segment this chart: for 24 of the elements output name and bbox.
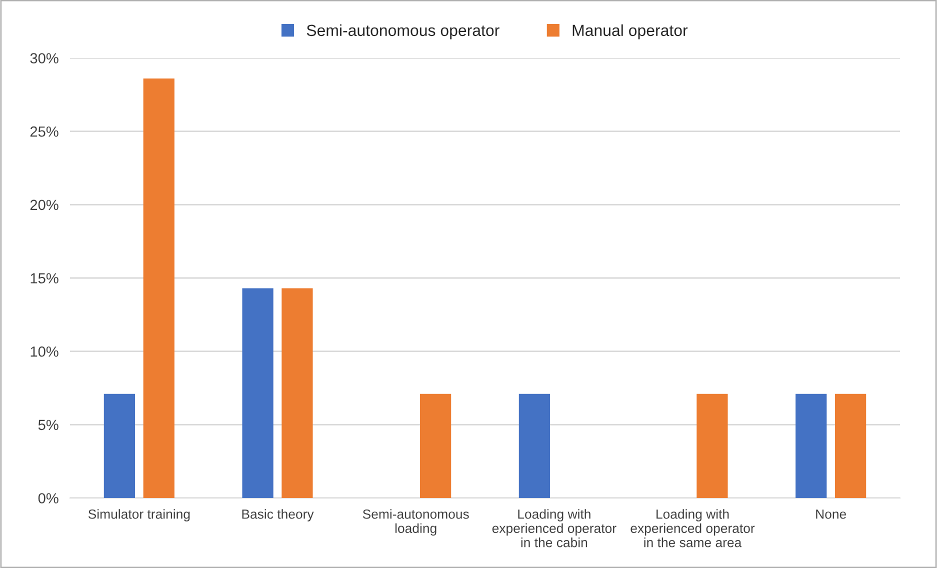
y-tick-label: 10% xyxy=(30,346,58,357)
x-tick-label: Basic theory xyxy=(242,509,314,522)
x-tick-label: None xyxy=(816,510,846,519)
bar xyxy=(143,78,174,498)
y-tick-label: 0% xyxy=(38,493,58,504)
legend-label: Manual operator xyxy=(572,24,688,40)
bar xyxy=(420,394,452,498)
bar xyxy=(518,394,550,498)
y-tick-label: 30% xyxy=(30,53,58,64)
y-tick-label: 20% xyxy=(30,200,58,210)
bar xyxy=(796,394,827,498)
y-tick-label: 15% xyxy=(30,273,58,284)
legend-label: Semi-autonomous operator xyxy=(306,24,500,40)
bar xyxy=(104,394,136,498)
bar xyxy=(696,394,728,498)
y-tick-label: 25% xyxy=(30,126,58,137)
x-tick-label: Semi-autonomous loading xyxy=(362,509,469,536)
x-tick-label: Loading with experienced operator in the cabin xyxy=(492,509,616,548)
x-tick-label: Loading with experienced operator in the same area xyxy=(630,509,755,548)
bar xyxy=(282,288,313,498)
bar xyxy=(242,288,274,498)
bar xyxy=(834,394,866,498)
x-tick-label: Simulator training xyxy=(88,509,190,522)
y-tick-label: 5% xyxy=(38,420,58,430)
